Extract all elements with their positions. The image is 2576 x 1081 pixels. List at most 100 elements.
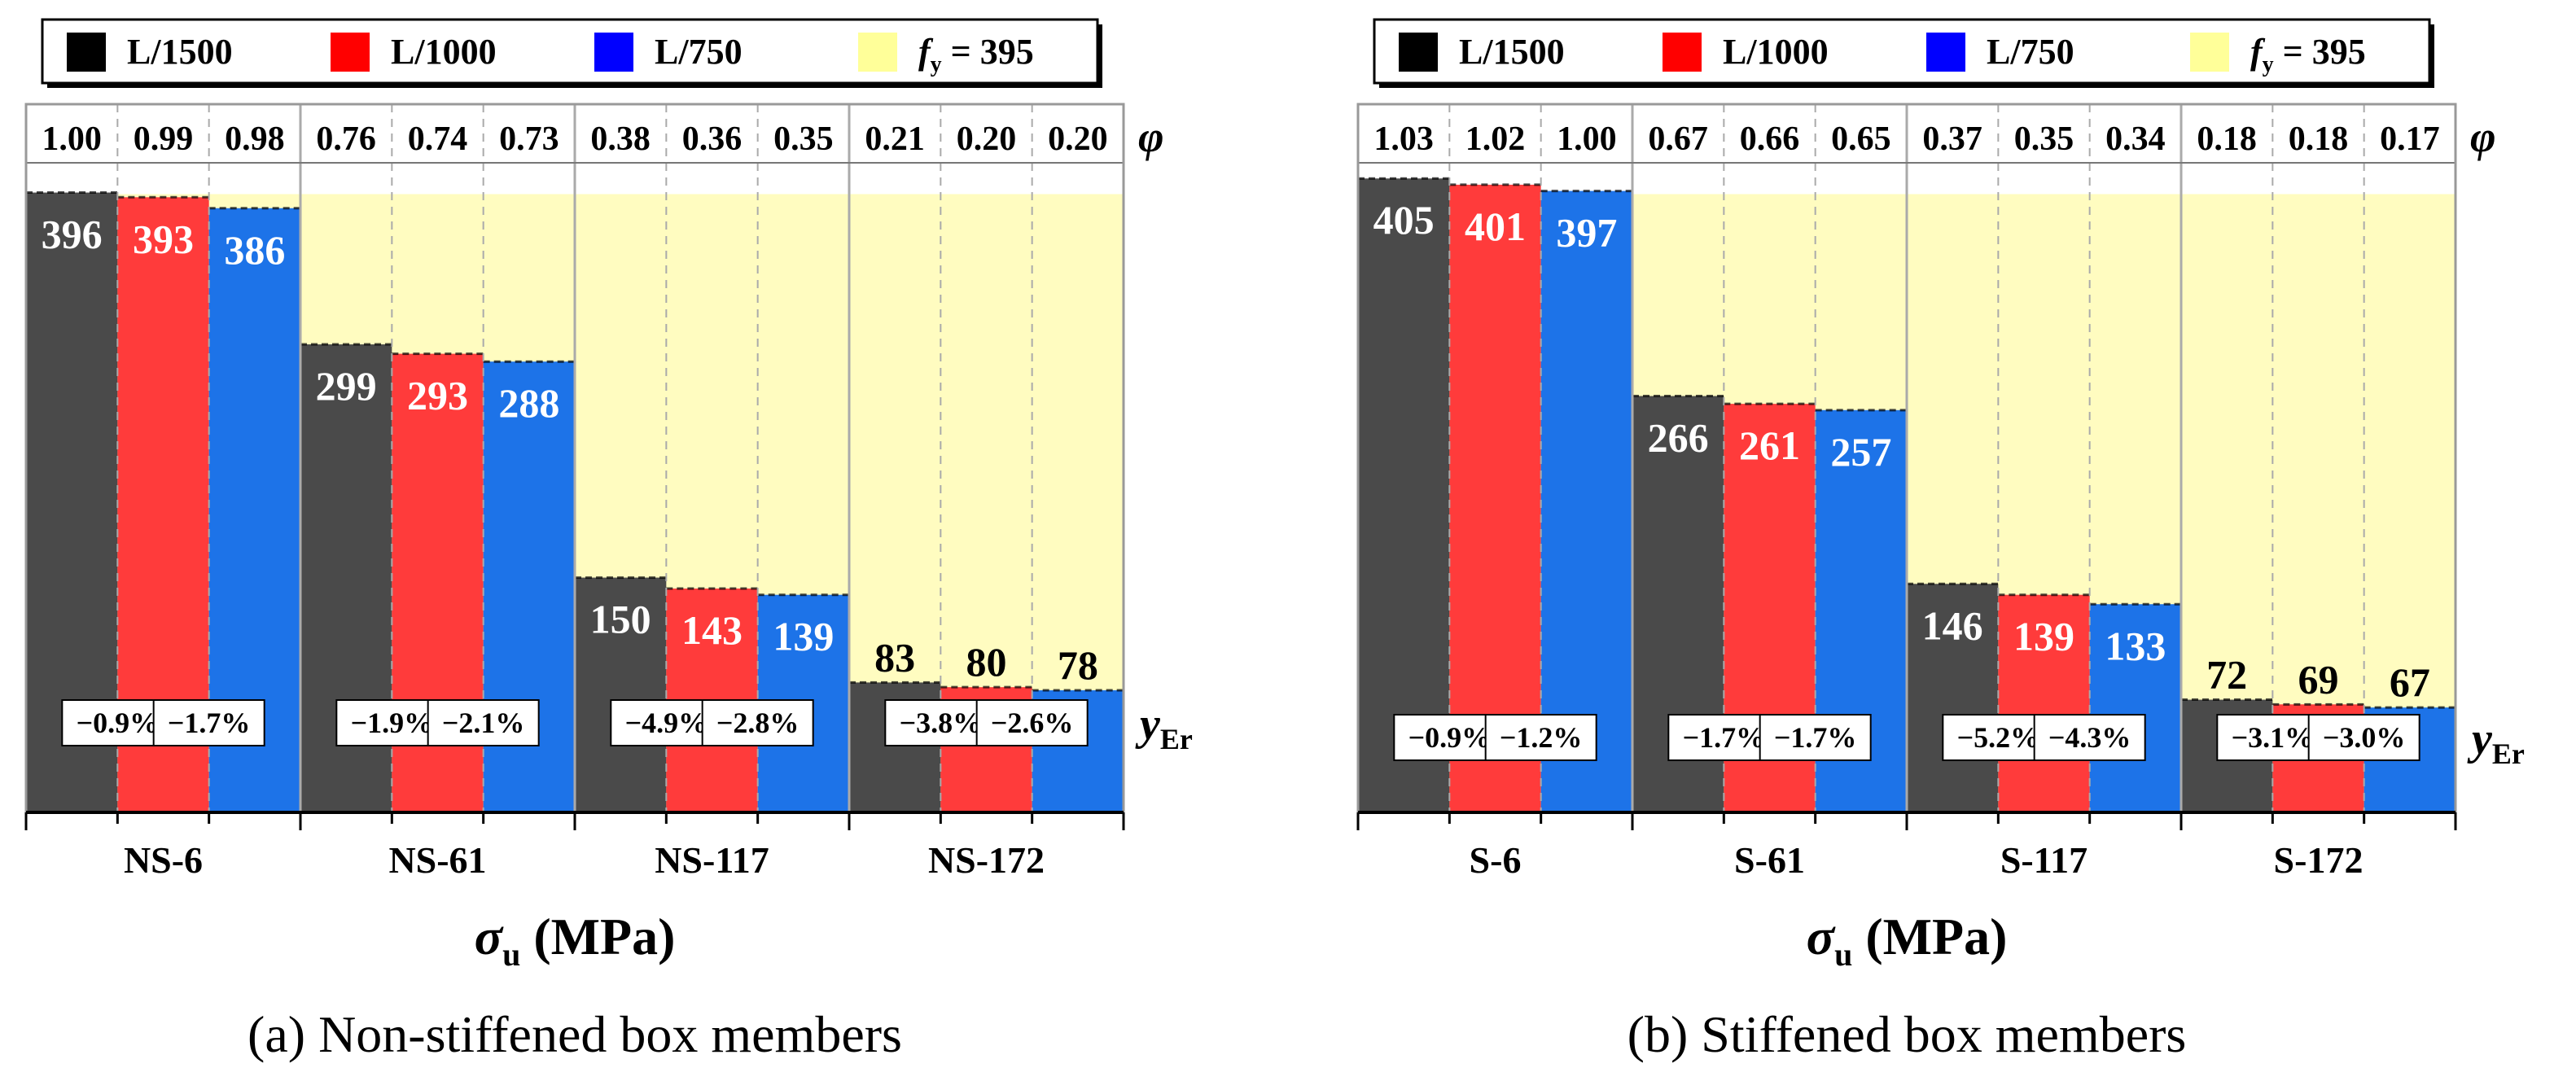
phi-value: 0.20 <box>957 120 1017 158</box>
error-label: −3.0% <box>2323 721 2406 754</box>
legend-label: L/1000 <box>1723 32 1829 72</box>
x-tick-label: NS-6 <box>124 839 203 881</box>
error-box <box>975 699 1089 746</box>
data-label: 139 <box>2013 614 2074 659</box>
bar <box>575 577 667 812</box>
x-tick-label: NS-61 <box>388 839 486 881</box>
legend-label: L/750 <box>655 32 743 72</box>
legend-label: L/1500 <box>127 32 233 72</box>
chart-panel-b: L/1500 L/1000 L/750 fy = 395 1.03 1.02 1.00 0.6… <box>1356 18 2525 1063</box>
data-label: 146 <box>1922 602 1983 648</box>
phi-value: 0.65 <box>1831 120 1891 158</box>
data-label: 393 <box>133 216 194 261</box>
data-label: 396 <box>42 212 103 257</box>
yer-label: yEr <box>2467 714 2525 770</box>
phi-value: 0.38 <box>590 120 651 158</box>
data-label: 67 <box>2390 659 2430 705</box>
x-tick-label: S-61 <box>1734 839 1805 881</box>
error-label: −4.3% <box>2048 721 2131 754</box>
data-label: 257 <box>1830 429 1891 475</box>
phi-value: 0.34 <box>2105 120 2166 158</box>
data-label: 405 <box>1373 197 1435 243</box>
panel-caption: (b) Stiffened box members <box>1628 1005 2187 1063</box>
error-label: −1.7% <box>168 707 251 739</box>
bar <box>1907 584 1999 812</box>
data-label: 80 <box>966 639 1007 685</box>
error-label: −3.1% <box>2232 721 2315 754</box>
legend-label: fy = 395 <box>918 32 1034 77</box>
x-tick-label: S-117 <box>2000 839 2088 881</box>
legend-swatch <box>331 33 370 72</box>
data-label: 386 <box>224 227 285 273</box>
bar <box>1540 190 1632 812</box>
legend-frame <box>41 18 1099 85</box>
chart-panel-a: L/1500 L/1000 L/750 fy = 395 1.00 0.99 0.98 0.7… <box>24 18 1193 1063</box>
legend: L/1500 L/1000 L/750 fy = 395 <box>41 18 1102 88</box>
legend-swatch <box>594 33 633 72</box>
data-label: 288 <box>498 380 559 426</box>
error-label: −0.9% <box>1408 721 1492 754</box>
error-box <box>2033 714 2146 761</box>
data-label: 293 <box>407 373 468 418</box>
phi-value: 1.00 <box>42 120 102 158</box>
phi-value: 0.67 <box>1648 120 1708 158</box>
error-box <box>2307 714 2420 761</box>
phi-axis-label: φ <box>1138 112 1164 161</box>
error-label: −1.9% <box>351 707 434 739</box>
phi-value: 0.36 <box>682 120 743 158</box>
data-label: 72 <box>2206 652 2247 698</box>
phi-value: 0.35 <box>773 120 834 158</box>
data-label: 150 <box>590 597 651 642</box>
phi-value: 0.73 <box>499 120 559 158</box>
phi-value: 0.18 <box>2289 120 2349 158</box>
phi-value: 0.99 <box>134 120 194 158</box>
data-label: 69 <box>2298 656 2339 702</box>
legend-frame <box>1373 18 2431 85</box>
x-tick-label: NS-117 <box>655 839 769 881</box>
phi-value: 0.18 <box>2197 120 2257 158</box>
phi-value: 0.21 <box>865 120 925 158</box>
error-box <box>427 699 540 746</box>
phi-value: 0.66 <box>1740 120 1800 158</box>
x-tick-label: NS-172 <box>928 839 1045 881</box>
legend-swatch <box>67 33 106 72</box>
legend-label: fy = 395 <box>2250 32 2366 77</box>
data-label: 78 <box>1058 642 1098 688</box>
legend-swatch <box>1663 33 1702 72</box>
error-label: −0.9% <box>77 707 160 739</box>
data-label: 143 <box>681 607 743 653</box>
phi-value: 0.37 <box>1922 120 1982 158</box>
phi-value: 0.98 <box>225 120 285 158</box>
error-box <box>1759 714 1872 761</box>
error-label: −4.9% <box>625 707 708 739</box>
data-label: 401 <box>1465 204 1526 249</box>
legend-swatch <box>1926 33 1965 72</box>
legend-swatch <box>1399 33 1438 72</box>
yer-label: yEr <box>1135 699 1193 755</box>
legend-label: L/1500 <box>1459 32 1565 72</box>
bar <box>1358 178 1450 813</box>
error-label: −1.7% <box>1774 721 1857 754</box>
x-tick-label: S-6 <box>1470 839 1522 881</box>
legend: L/1500 L/1000 L/750 fy = 395 <box>1373 18 2434 88</box>
legend-swatch <box>858 33 897 72</box>
bar <box>1449 184 1541 813</box>
error-label: −2.1% <box>442 707 525 739</box>
error-box <box>1484 714 1597 761</box>
data-label: 397 <box>1556 210 1617 256</box>
error-label: −1.2% <box>1500 721 1583 754</box>
phi-value: 0.17 <box>2380 120 2440 158</box>
error-label: −5.2% <box>1957 721 2040 754</box>
legend-label: L/750 <box>1987 32 2074 72</box>
error-label: −2.6% <box>991 707 1074 739</box>
error-label: −1.7% <box>1683 721 1766 754</box>
error-box <box>701 699 814 746</box>
data-label: 261 <box>1739 422 1800 468</box>
panel-caption: (a) Non-stiffened box members <box>248 1005 902 1063</box>
error-label: −2.8% <box>716 707 800 739</box>
phi-value: 0.76 <box>316 120 376 158</box>
error-box <box>152 699 265 746</box>
data-label: 266 <box>1648 415 1709 461</box>
phi-value: 0.20 <box>1048 120 1108 158</box>
